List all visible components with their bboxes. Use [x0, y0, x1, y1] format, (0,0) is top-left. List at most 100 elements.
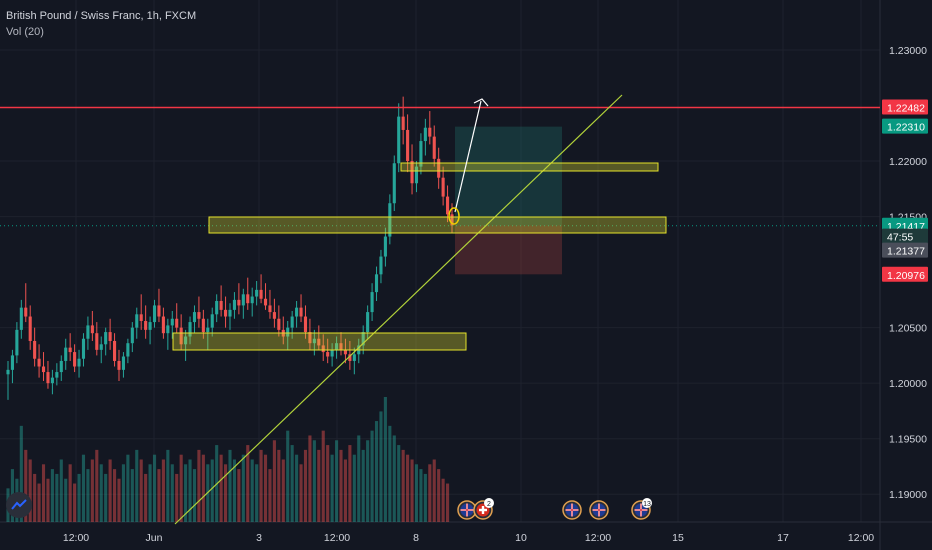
price-tag[interactable] [882, 242, 928, 258]
volume-bar [188, 459, 192, 522]
volume-bar [246, 445, 250, 522]
volume-bar [166, 449, 170, 522]
candle-body [68, 347, 72, 353]
support-zone[interactable] [172, 332, 467, 351]
swiss-flag-icon[interactable]: 2 [473, 498, 494, 520]
candle-body [299, 307, 303, 317]
candle-body [166, 325, 170, 334]
uk-flag-icon[interactable] [457, 500, 477, 520]
support-zone[interactable] [208, 216, 667, 234]
volume-bar [161, 459, 165, 522]
candle-body [428, 127, 432, 137]
volume-bar [41, 464, 46, 522]
candle-body [152, 305, 157, 323]
price-tag[interactable] [882, 266, 928, 282]
price-tick-label: 1.20000 [889, 378, 927, 390]
entry-marker-ellipse[interactable] [448, 207, 460, 225]
volume-indicator-label[interactable]: Vol (20) [6, 26, 44, 38]
candle-body [99, 344, 103, 350]
uk-flag-v-red [571, 503, 573, 517]
candle-body [255, 289, 259, 297]
uk-flag-icon[interactable] [562, 500, 582, 520]
candle-body [6, 369, 10, 375]
candle-body [90, 325, 94, 334]
candle-body [188, 322, 192, 337]
candle-body [308, 332, 312, 344]
candle-body [366, 312, 370, 333]
candle-body [15, 329, 19, 356]
candle-body [10, 355, 14, 370]
candle-body [24, 307, 28, 317]
candle-body [232, 299, 236, 310]
volume-bar [108, 459, 112, 522]
uk-flag-icon[interactable] [589, 500, 609, 520]
volume-bar [68, 464, 72, 522]
price-tick-label: 1.20500 [889, 323, 927, 335]
volume-bar [281, 459, 285, 522]
uk-flag-icon[interactable]: 13 [631, 498, 652, 520]
volume-bar [55, 473, 59, 522]
time-tick-label: 3 [256, 532, 262, 544]
candle-body [28, 316, 32, 341]
candle-body [130, 327, 134, 344]
support-zone[interactable] [400, 162, 659, 172]
candle-body [206, 327, 210, 333]
candle-body [423, 127, 427, 142]
time-tick-label: 17 [777, 532, 789, 544]
price-axis[interactable]: 1.230001.220001.215001.205001.200001.195… [882, 45, 928, 501]
volume-bar [290, 445, 294, 522]
candle-body [410, 161, 414, 184]
volume-bar [330, 454, 334, 522]
candle-body [330, 349, 334, 357]
time-tick-label: 15 [672, 532, 684, 544]
candle-body [81, 338, 86, 359]
chart-legend: British Pound / Swiss Franc, 1h, FXCM Vo… [6, 8, 196, 40]
candle-body [86, 325, 90, 339]
volume-bar [446, 483, 450, 522]
volume-bar [352, 454, 356, 522]
time-axis[interactable]: 12:00 Jun 3 12:00 8 10 12:00 15 17 12:00 [63, 532, 874, 544]
candle-body [379, 256, 383, 275]
candle-body [432, 136, 436, 159]
candle-body [73, 352, 77, 367]
volume-bar [192, 469, 197, 522]
price-tick-label: 1.22000 [889, 156, 927, 168]
swiss-cross-h [479, 508, 487, 512]
symbol-title[interactable]: British Pound / Swiss Franc, 1h, FXCM [6, 10, 197, 22]
projection-arrow-line[interactable] [454, 100, 482, 213]
volume-bar [201, 454, 205, 522]
volume-bar [388, 425, 392, 522]
candle-body [263, 298, 268, 306]
time-tick-label: Jun [146, 532, 163, 544]
event-badge [484, 498, 494, 508]
price-tag[interactable] [882, 99, 928, 115]
volume-bar [286, 430, 290, 522]
volume-bar [86, 469, 90, 522]
candle-body [383, 236, 387, 257]
price-tag[interactable] [882, 118, 928, 134]
economic-events[interactable]: 2 13 [457, 498, 652, 520]
uk-flag-v-red [640, 503, 642, 517]
volume-bar [95, 449, 99, 522]
volume-bar [401, 449, 405, 522]
candle-body [59, 360, 63, 373]
volume-bar [379, 411, 383, 522]
price-tag[interactable] [882, 228, 928, 244]
price-tick-label: 1.23000 [889, 45, 927, 57]
volume-bar [357, 435, 361, 522]
candle-body [192, 312, 197, 323]
time-tick-label: 12:00 [585, 532, 611, 544]
volume-bar [308, 435, 312, 522]
volume-bar [77, 473, 81, 522]
tradingview-logo-icon[interactable] [6, 492, 32, 518]
drawings-front[interactable] [0, 94, 880, 525]
event-badge [642, 498, 652, 508]
volume-bar [299, 464, 303, 522]
price-tag-label: 1.22482 [887, 103, 925, 115]
candle-body [219, 300, 223, 310]
trend-line[interactable] [174, 94, 623, 525]
candle-body [113, 340, 117, 361]
volume-bar [383, 397, 387, 522]
